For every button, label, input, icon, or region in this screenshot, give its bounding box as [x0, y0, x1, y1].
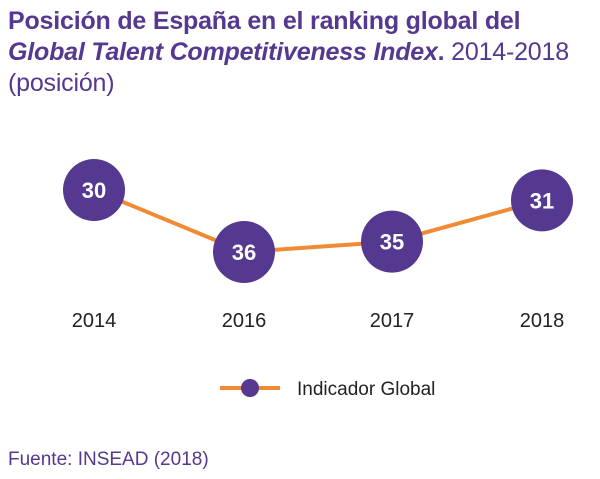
- chart-title: Posición de España en el ranking global …: [8, 6, 593, 99]
- series-markers-group: 30 36 35 31: [63, 159, 573, 283]
- series-line: [93, 188, 543, 254]
- legend: Indicador Global: [220, 379, 435, 400]
- title-years: 2014-2018: [444, 38, 569, 66]
- data-point-2018: [511, 169, 573, 232]
- title-unit: (posición): [8, 69, 115, 97]
- data-point-2017: [361, 210, 423, 273]
- x-tick-labels-group: 2014 2016 2017 2018: [72, 310, 565, 332]
- title-index-name: Global Talent Competitiveness Index: [8, 38, 438, 66]
- x-tick-label-2016: 2016: [222, 310, 267, 332]
- data-point-2016: [213, 221, 275, 283]
- legend-label: Indicador Global: [297, 379, 435, 400]
- data-point-2014: [63, 159, 125, 221]
- title-part-1: Posición de España en el ranking global …: [8, 7, 521, 35]
- data-label-2014: 30: [82, 178, 106, 203]
- series-line-group: [93, 188, 543, 254]
- data-label-2018: 31: [530, 188, 554, 213]
- data-label-2017: 35: [380, 230, 404, 255]
- data-label-2016: 36: [232, 240, 256, 265]
- x-tick-label-2017: 2017: [370, 310, 415, 332]
- x-tick-label-2014: 2014: [72, 310, 117, 332]
- x-tick-label-2018: 2018: [520, 310, 565, 332]
- legend-marker-swatch: [241, 379, 259, 397]
- title-period: .: [437, 38, 445, 66]
- source-note: Fuente: INSEAD (2018): [8, 449, 209, 470]
